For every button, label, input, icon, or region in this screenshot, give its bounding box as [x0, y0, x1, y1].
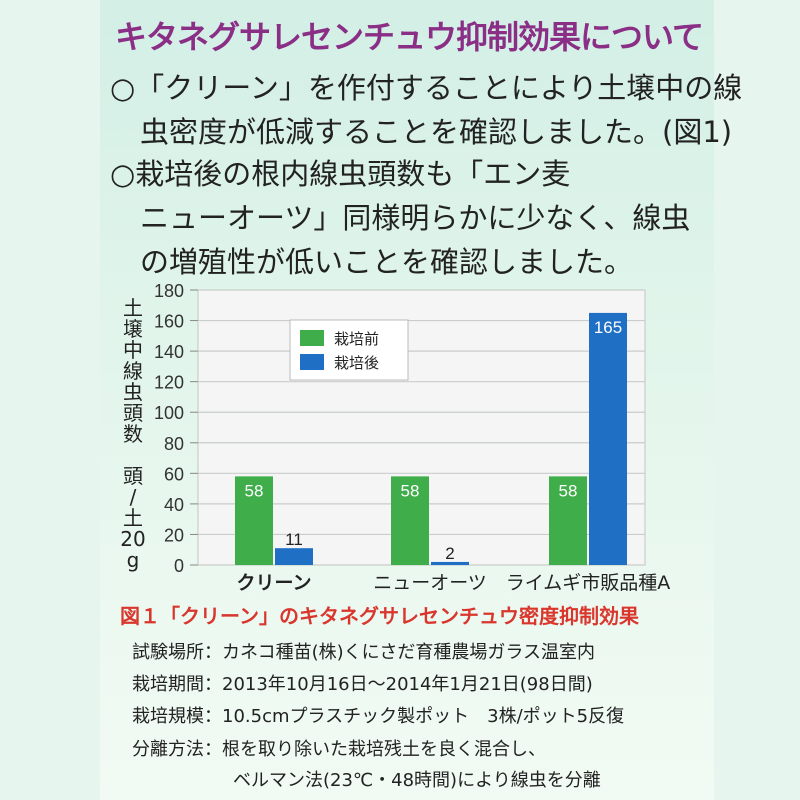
- y-axis-label-char: 20: [120, 527, 146, 551]
- legend-swatch: [300, 354, 324, 370]
- page-title: キタネグサレセンチュウ抑制効果について: [115, 18, 704, 56]
- paragraph-1-line-1: ○「クリーン」を作付することにより土壌中の線: [110, 71, 743, 105]
- paragraph-1-line-2: 虫密度が低減することを確認しました。(図1): [140, 115, 733, 149]
- y-axis-label-char: 頭: [123, 401, 143, 425]
- bar-after: [275, 548, 313, 565]
- bar-value-label: 58: [559, 481, 578, 500]
- bar-after: [431, 561, 469, 565]
- paragraph-2-line-3: の増殖性が低いことを確認しました。: [140, 245, 634, 279]
- x-category-label: ニューオーツ: [373, 572, 487, 594]
- y-axis-label-char: 線: [123, 359, 143, 383]
- y-tick-label: 0: [174, 556, 184, 576]
- y-tick-label: 20: [164, 525, 184, 545]
- experiment-scale: 栽培規模：10.5cmプラスチック製ポット 3株/ポット5反復: [132, 706, 625, 727]
- y-tick-label: 120: [154, 373, 184, 393]
- y-axis-label-char: 虫: [123, 380, 143, 404]
- y-axis-label-char: /: [129, 485, 137, 509]
- y-axis-label-char: 土: [123, 506, 143, 530]
- y-axis-label-char: g: [126, 548, 140, 572]
- y-tick-label: 80: [164, 434, 184, 454]
- bar-value-label: 58: [401, 481, 420, 500]
- paragraph-1: ○「クリーン」を作付することにより土壌中の線 虫密度が低減することを確認しました…: [110, 66, 743, 154]
- bar-before: [235, 476, 273, 565]
- bar-after: [589, 312, 627, 565]
- y-axis-label-char: 数: [123, 422, 143, 446]
- y-axis-label-char: 壌: [123, 317, 143, 341]
- experiment-method-detail: ベルマン法(23℃・48時間)により線虫を分離: [233, 770, 601, 791]
- bar-value-label: 2: [445, 544, 454, 563]
- y-axis-label-char: 中: [123, 338, 143, 362]
- figure-caption: 図１「クリーン」のキタネグサレセンチュウ密度抑制効果: [120, 604, 639, 628]
- legend-swatch: [300, 330, 324, 346]
- y-axis-label: 土 壌 中 線 虫 頭 数 頭 / 土 20 g: [118, 298, 148, 571]
- y-axis-label-char: 頭: [123, 464, 143, 488]
- bar-value-label: 58: [245, 481, 264, 500]
- experiment-method: 分離方法：根を取り除いた栽培残土を良く混合し、: [132, 739, 546, 760]
- paragraph-2-line-1: ○栽培後の根内線虫頭数も「エン麦: [110, 157, 571, 191]
- bar-before: [391, 476, 429, 565]
- experiment-place: 試験場所：カネコ種苗(株)くにさだ育種農場ガラス温室内: [132, 642, 595, 663]
- bar-value-label: 11: [285, 530, 303, 549]
- paragraph-2-line-2: ニューオーツ」同様明らかに少なく、線虫: [140, 201, 691, 235]
- legend-label: 栽培前: [334, 330, 379, 348]
- bar-before: [549, 476, 587, 565]
- legend-label: 栽培後: [334, 354, 379, 372]
- x-category-label: クリーン: [236, 572, 311, 594]
- x-category-label: ライムギ市販品種A: [506, 572, 671, 594]
- y-tick-label: 160: [154, 312, 184, 332]
- y-tick-label: 140: [154, 342, 184, 362]
- y-tick-label: 40: [164, 495, 184, 515]
- y-axis-label-char: 土: [123, 296, 143, 320]
- y-tick-label: 60: [164, 464, 184, 484]
- bar-value-label: 165: [594, 318, 622, 337]
- paragraph-2: ○栽培後の根内線虫頭数も「エン麦 ニューオーツ」同様明らかに少なく、線虫 の増殖…: [110, 152, 710, 284]
- y-tick-label: 100: [154, 403, 184, 423]
- y-tick-label: 180: [154, 281, 184, 301]
- experiment-period: 栽培期間：2013年10月16日〜2014年1月21日(98日間): [132, 674, 593, 695]
